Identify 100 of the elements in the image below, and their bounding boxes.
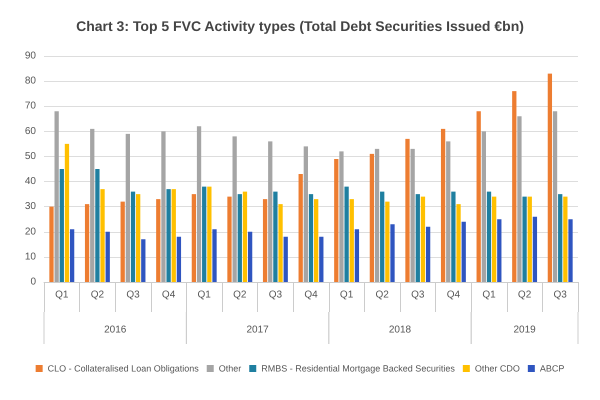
x-tick-label: Q2 bbox=[376, 290, 390, 300]
bar bbox=[166, 189, 171, 282]
bar bbox=[268, 141, 272, 282]
bar bbox=[552, 111, 558, 282]
x-tick-label: Q3 bbox=[126, 290, 140, 300]
legend-label: ABCP bbox=[540, 364, 564, 374]
bar bbox=[446, 141, 450, 282]
bar bbox=[319, 236, 324, 282]
bar bbox=[568, 219, 573, 282]
bar bbox=[232, 136, 237, 282]
bar bbox=[522, 196, 527, 282]
bar bbox=[339, 151, 344, 282]
bar bbox=[492, 196, 496, 282]
bar bbox=[390, 224, 395, 282]
bar bbox=[385, 202, 390, 282]
bar bbox=[278, 204, 283, 282]
bar bbox=[284, 236, 288, 282]
bar bbox=[482, 131, 486, 282]
y-tick-label: 30 bbox=[24, 201, 36, 212]
x-tick-label: Q1 bbox=[482, 290, 496, 300]
bar bbox=[95, 169, 100, 282]
y-tick-label: 50 bbox=[24, 150, 36, 162]
bar bbox=[512, 91, 516, 282]
bar bbox=[416, 194, 420, 282]
bar bbox=[426, 226, 430, 282]
bar bbox=[60, 169, 64, 282]
x-tick-label: Q1 bbox=[198, 290, 212, 300]
bar bbox=[196, 126, 202, 282]
bar bbox=[136, 194, 140, 282]
bar bbox=[456, 204, 461, 282]
bar bbox=[126, 134, 130, 282]
bar bbox=[334, 158, 338, 282]
bar bbox=[528, 196, 532, 282]
bar bbox=[176, 236, 182, 282]
bar bbox=[476, 111, 481, 282]
bar bbox=[308, 194, 314, 282]
bar bbox=[440, 128, 446, 282]
bar bbox=[405, 138, 410, 282]
bar bbox=[380, 192, 384, 282]
bar bbox=[486, 192, 492, 282]
bar bbox=[497, 219, 502, 282]
x-tick-label: Q3 bbox=[554, 290, 568, 300]
bar bbox=[100, 189, 105, 282]
legend-label: CLO - Collateralised Loan Obligations bbox=[48, 364, 200, 374]
bar bbox=[120, 202, 125, 282]
bar bbox=[558, 194, 562, 282]
bar bbox=[563, 196, 568, 282]
bar bbox=[262, 199, 268, 282]
bar bbox=[451, 192, 456, 282]
bar bbox=[532, 216, 538, 282]
bar bbox=[374, 148, 380, 282]
y-tick-label: 60 bbox=[24, 126, 36, 137]
y-tick-label: 10 bbox=[24, 251, 36, 262]
x-tick-label: Q2 bbox=[90, 290, 105, 300]
x-tick-label: Q1 bbox=[340, 290, 354, 300]
bar bbox=[202, 186, 206, 282]
bar bbox=[298, 174, 303, 282]
bar bbox=[304, 146, 308, 282]
y-tick-label: 70 bbox=[24, 100, 36, 112]
bar bbox=[420, 196, 426, 282]
bar bbox=[141, 239, 146, 282]
y-tick-label: 90 bbox=[24, 50, 36, 62]
bar bbox=[84, 204, 90, 282]
bar bbox=[156, 199, 160, 282]
bar bbox=[212, 229, 217, 282]
bar bbox=[106, 232, 110, 282]
bar bbox=[238, 194, 242, 282]
x-tick-label: Q2 bbox=[233, 290, 247, 300]
bar bbox=[130, 192, 136, 282]
bar bbox=[54, 111, 59, 282]
bar bbox=[354, 229, 360, 282]
bar bbox=[462, 222, 466, 282]
bar bbox=[227, 196, 232, 282]
y-tick-label: 40 bbox=[24, 176, 36, 188]
text: 2019 bbox=[513, 324, 536, 336]
bar bbox=[49, 206, 54, 282]
x-tick-label: Q2 bbox=[518, 290, 532, 300]
bar bbox=[192, 194, 196, 282]
x-tick-label: Q4 bbox=[162, 290, 176, 300]
bar bbox=[70, 229, 74, 282]
chart-title: Chart 3: Top 5 FVC Activity types (Total Debt Securities Issued €bn) bbox=[76, 18, 524, 34]
y-tick-label: 20 bbox=[24, 226, 36, 238]
bar bbox=[350, 199, 354, 282]
legend-label: Other bbox=[218, 364, 242, 374]
text: 2016 bbox=[104, 324, 127, 336]
bar bbox=[207, 186, 212, 282]
x-tick-label: Q3 bbox=[268, 290, 283, 300]
y-tick-label: 0 bbox=[30, 276, 36, 288]
bar bbox=[344, 186, 349, 282]
x-tick-label: Q3 bbox=[411, 290, 425, 300]
bar bbox=[273, 192, 278, 282]
bar bbox=[548, 74, 552, 282]
bar bbox=[64, 144, 70, 282]
bar bbox=[90, 128, 94, 282]
legend-label: Other CDO bbox=[474, 364, 520, 374]
legend-label: RMBS - Residential Mortgage Backed Securities bbox=[261, 364, 456, 374]
y-tick-label: 80 bbox=[24, 76, 36, 87]
bar bbox=[410, 148, 415, 282]
bar bbox=[161, 131, 166, 282]
x-tick-label: Q1 bbox=[55, 290, 69, 300]
